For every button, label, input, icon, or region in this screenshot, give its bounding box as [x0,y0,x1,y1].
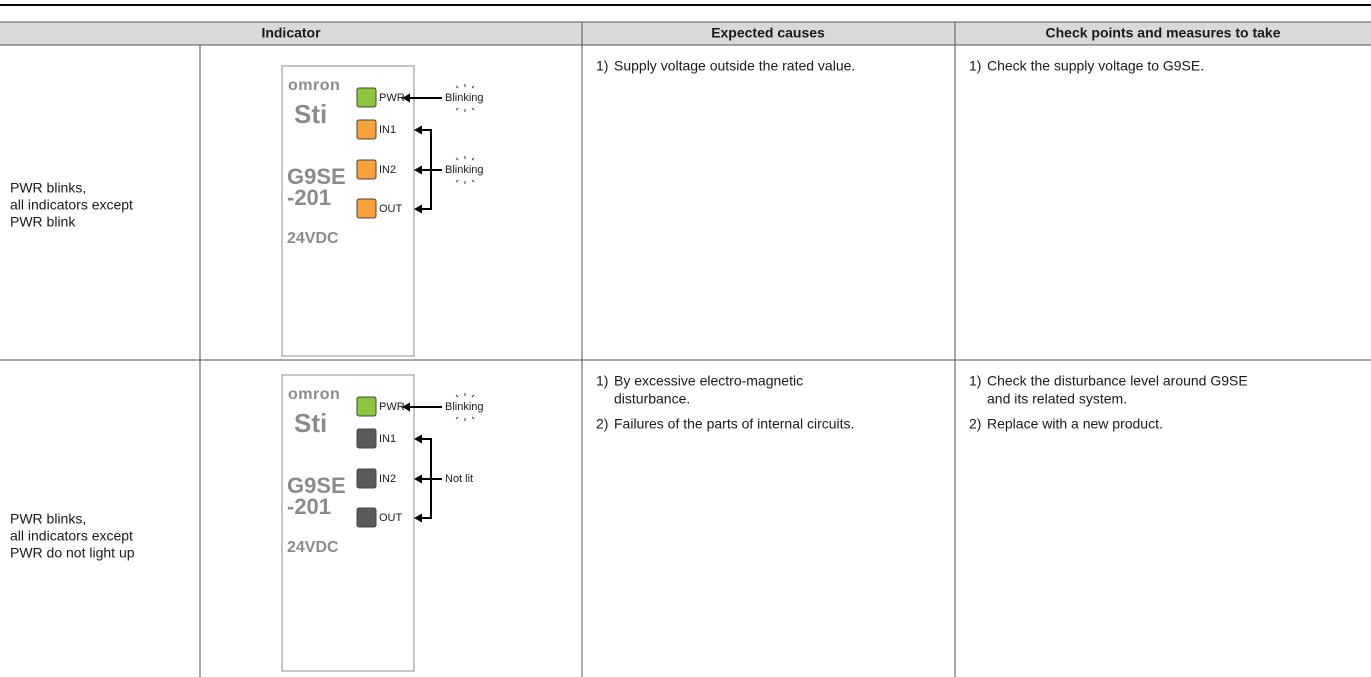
led [356,198,377,219]
blink-marks [455,84,475,112]
item-number: 1) [596,373,608,389]
device-diagram: omron Sti G9SE-201 24VDC PWR IN1 IN2 OUT Blinkin… [281,65,484,357]
item-text: Replace with a new product. [987,416,1163,432]
device-voltage: 24VDC [287,230,339,247]
device-model: G9SE [287,473,346,498]
device-body [281,65,415,357]
device-model: G9SE [287,164,346,189]
device-body [281,374,415,672]
led-label: OUT [379,203,403,215]
led-label: PWR [379,92,405,104]
device-model: -201 [287,494,331,519]
device-voltage: 24VDC [287,539,339,556]
arrow-head [414,434,422,444]
led [356,428,377,449]
condition-text: PWR blinks, [10,180,86,196]
blink-marks [455,156,475,184]
item-number: 2) [969,416,981,432]
header-cell: Indicator [261,25,321,41]
condition-text: PWR blink [10,214,76,230]
item-text: Check the supply voltage to G9SE. [987,58,1204,74]
led [356,507,377,528]
arrow-head [414,125,422,135]
item-text: and its related system. [987,391,1127,407]
led-label: IN2 [379,473,396,485]
condition-text: PWR blinks, [10,511,86,527]
led-state: Blinking [445,401,484,413]
led-label: IN1 [379,124,396,136]
header-background [0,22,1371,45]
device-diagram: omron Sti G9SE-201 24VDC PWR IN1 IN2 OUT Blinkin… [281,374,484,672]
item-text: By excessive electro-magnetic [614,373,803,389]
header-cell: Check points and measures to take [1046,25,1281,41]
device-logo: Sti [294,99,327,129]
blink-marks [455,393,475,421]
item-text: Supply voltage outside the rated value. [614,58,855,74]
item-number: 1) [969,373,981,389]
led-state: Not lit [445,473,473,485]
device-brand: omron [288,77,340,94]
led-state: Blinking [445,164,484,176]
led-label: IN2 [379,164,396,176]
device-logo: Sti [294,408,327,438]
led [356,87,377,108]
arrow-head [414,204,422,214]
led [356,119,377,140]
item-text: disturbance. [614,391,690,407]
led-label: IN1 [379,433,396,445]
led-state: Blinking [445,92,484,104]
header-cell: Expected causes [711,25,825,41]
condition-text: all indicators except [10,197,133,213]
item-text: Failures of the parts of internal circui… [614,416,854,432]
device-brand: omron [288,386,340,403]
led [356,159,377,180]
condition-text: PWR do not light up [10,545,135,561]
device-model: -201 [287,185,331,210]
arrow-head [414,474,422,484]
arrow-head [402,402,410,412]
arrow-head [402,93,410,103]
arrow-head [414,513,422,523]
item-number: 1) [969,58,981,74]
led-label: PWR [379,401,405,413]
item-number: 2) [596,416,608,432]
led [356,468,377,489]
arrow-head [414,165,422,175]
item-text: Check the disturbance level around G9SE [987,373,1248,389]
condition-text: all indicators except [10,528,133,544]
led [356,396,377,417]
led-label: OUT [379,512,403,524]
item-number: 1) [596,58,608,74]
